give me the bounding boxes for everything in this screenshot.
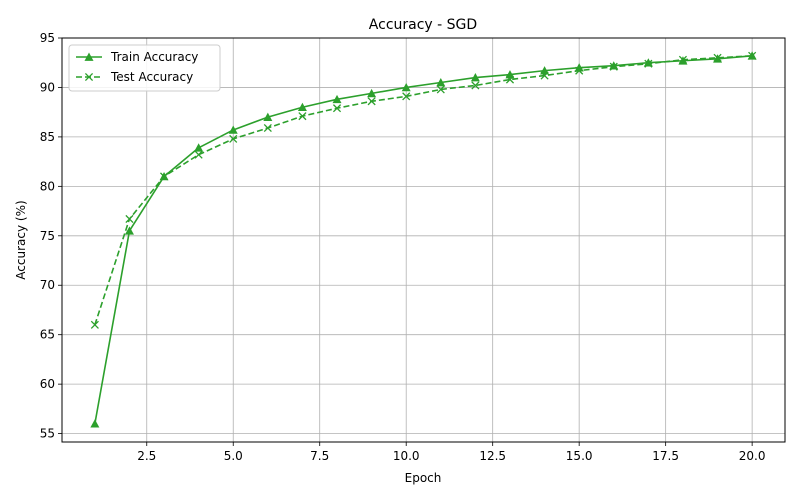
plot-frame [61, 37, 786, 443]
test-point-16 [609, 62, 618, 71]
test-point-14-stroke [540, 71, 549, 80]
test-point-14 [540, 71, 549, 80]
test-point-9 [367, 97, 376, 106]
test-point-1 [90, 320, 99, 329]
train-point-7 [297, 102, 307, 112]
train-point-9 [367, 88, 377, 98]
test-point-17-stroke [644, 59, 653, 68]
train-point-15 [574, 63, 584, 72]
tick-layer: 2.5 5.0 7.5 10.0 12.5 15.0 17.5 20.0 55 60 65 70 75 8… [40, 31, 766, 463]
y-axis-label: Accuracy (%) [14, 200, 28, 279]
test-point-8 [332, 104, 342, 113]
series-line-train-accuracy [94, 55, 753, 424]
x-tick-label: 17.5 [652, 449, 679, 463]
test-point-5 [229, 134, 238, 143]
test-point-3 [159, 172, 169, 181]
test-point-6 [263, 123, 272, 133]
train-point-4 [194, 143, 204, 152]
train-point-10 [401, 82, 411, 92]
chart-title: Accuracy - SGD [369, 17, 477, 33]
test-point-1-stroke [90, 320, 99, 329]
x-tick-label: 15.0 [566, 449, 593, 463]
train-point-5 [228, 125, 238, 134]
legend-marker-0 [84, 52, 94, 61]
y-tick-label: 55 [40, 427, 55, 441]
y-tick-label: 70 [40, 278, 55, 292]
train-point-6 [263, 112, 273, 121]
legend-marker-1 [84, 72, 94, 82]
test-point-8-stroke [332, 104, 342, 113]
x-tick-label: 20.0 [739, 449, 766, 463]
test-point-10 [402, 92, 411, 101]
y-tick-label: 95 [40, 31, 55, 45]
test-point-12 [471, 81, 480, 90]
train-point-14 [540, 66, 550, 75]
test-point-2-stroke [125, 214, 134, 224]
test-point-2 [125, 214, 134, 224]
grid-lines [62, 37, 785, 442]
test-point-20-stroke [748, 51, 757, 60]
test-point-7-stroke [298, 112, 307, 121]
y-tick-label: 90 [40, 80, 55, 94]
train-point-12 [470, 73, 480, 82]
legend: Train Accuracy Test Accuracy [68, 44, 221, 92]
test-point-11 [436, 85, 445, 94]
x-tick-label: 10.0 [393, 449, 420, 463]
legend-label-1: Test Accuracy [110, 70, 193, 84]
test-point-13-stroke [505, 75, 515, 84]
test-point-10-stroke [402, 92, 411, 101]
train-point-1 [90, 419, 100, 428]
test-point-16-stroke [609, 62, 618, 71]
x-tick-label: 12.5 [479, 449, 506, 463]
test-point-19 [713, 53, 722, 62]
test-point-15-stroke [575, 66, 584, 75]
test-point-20 [748, 51, 757, 60]
train-point-13 [505, 70, 515, 79]
series-layer [90, 51, 757, 428]
train-point-8 [332, 94, 342, 104]
test-point-18-stroke [678, 55, 688, 64]
x-tick-label: 2.5 [137, 449, 156, 463]
test-point-5-stroke [229, 134, 238, 143]
test-point-12-stroke [471, 81, 480, 90]
legend-box [68, 44, 221, 92]
test-point-6-stroke [263, 123, 272, 133]
x-axis-label: Epoch [405, 471, 442, 485]
train-point-17 [643, 58, 653, 67]
legend-marker-1-stroke [84, 72, 94, 82]
train-point-2 [124, 226, 134, 235]
x-tick-label: 5.0 [224, 449, 243, 463]
test-point-9-stroke [367, 97, 376, 106]
test-point-19-stroke [713, 53, 722, 62]
x-tick-label: 7.5 [310, 449, 329, 463]
legend-label-0: Train Accuracy [110, 50, 198, 64]
y-tick-label: 85 [40, 130, 55, 144]
test-point-17 [644, 59, 653, 68]
test-point-15 [575, 66, 584, 75]
y-tick-label: 65 [40, 328, 55, 342]
test-point-18 [678, 55, 688, 64]
y-tick-label: 60 [40, 377, 55, 391]
y-tick-label: 80 [40, 179, 55, 193]
test-point-11-stroke [436, 85, 445, 94]
test-point-4-stroke [194, 150, 203, 159]
series-line-test-accuracy [94, 55, 753, 326]
y-tick-label: 75 [40, 229, 55, 243]
test-point-3-stroke [159, 172, 169, 181]
test-point-4 [194, 150, 203, 159]
test-point-7 [298, 112, 307, 121]
train-point-11 [436, 78, 446, 87]
test-point-13 [505, 75, 515, 84]
